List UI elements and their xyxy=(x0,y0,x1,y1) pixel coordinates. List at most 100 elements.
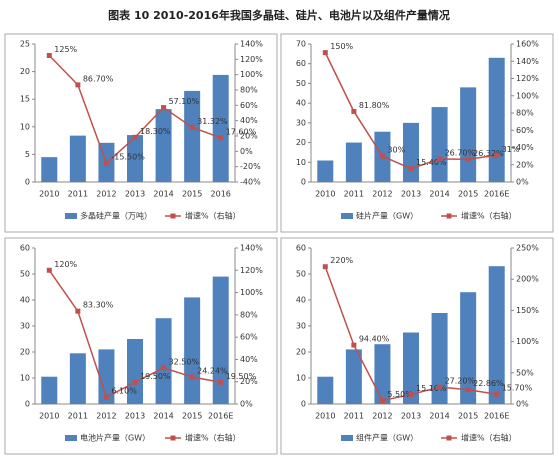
x-tick-label: 2010 xyxy=(39,412,59,421)
data-label: 125% xyxy=(54,45,77,54)
x-tick-label: 2010 xyxy=(315,190,335,199)
y-tick-label: 20 xyxy=(20,348,30,357)
y-tick-label: 40 xyxy=(296,296,306,305)
y-tick-label: 70 xyxy=(296,40,306,49)
data-label: 86.70% xyxy=(83,74,114,83)
line-marker xyxy=(75,82,81,88)
line-marker xyxy=(322,50,328,56)
y-tick-label: 25 xyxy=(20,40,30,49)
y2-tick-label: 20% xyxy=(240,377,258,386)
data-label: 30% xyxy=(387,146,405,155)
data-label: 17.60% xyxy=(226,127,257,136)
x-tick-label: 2014 xyxy=(153,190,173,199)
data-label: 26.32% xyxy=(473,149,504,158)
bar xyxy=(488,57,505,182)
y-tick-label: 20 xyxy=(296,138,306,147)
y2-tick-label: 0% xyxy=(516,400,529,409)
legend-swatch xyxy=(446,435,452,441)
y2-tick-label: 100% xyxy=(516,91,539,100)
y-tick-label: 30 xyxy=(296,322,306,331)
data-label: 81.80% xyxy=(359,101,390,110)
bar xyxy=(374,344,391,404)
line-marker xyxy=(351,108,357,114)
legend-swatch xyxy=(170,213,176,219)
line-marker xyxy=(379,153,385,159)
line-marker xyxy=(408,392,414,398)
data-label: 27.20% xyxy=(445,377,476,386)
legend-label: 增速%（右轴） xyxy=(461,433,517,443)
data-label: 26.70% xyxy=(445,148,476,157)
line-marker xyxy=(322,264,328,270)
bar xyxy=(184,297,201,404)
line-marker xyxy=(132,134,138,140)
line-marker xyxy=(218,135,224,141)
y2-tick-label: 60% xyxy=(516,126,534,135)
data-label: 83.30% xyxy=(83,301,114,310)
line-marker xyxy=(103,160,109,166)
x-tick-label: 2012 xyxy=(96,190,116,199)
y-tick-label: 10 xyxy=(296,374,306,383)
y2-tick-label: 50% xyxy=(516,368,534,377)
legend-label: 硅片产量（GW） xyxy=(356,211,418,221)
x-tick-label: 2013 xyxy=(401,412,421,421)
bar xyxy=(41,157,58,182)
data-label: 19.50% xyxy=(140,372,171,381)
y-tick-label: 0 xyxy=(25,400,30,409)
bar xyxy=(127,135,143,182)
y-tick-label: 50 xyxy=(296,79,306,88)
bar xyxy=(403,122,419,182)
y-tick-label: 0 xyxy=(25,178,30,187)
legend-label: 增速%（右轴） xyxy=(185,433,241,443)
legend-swatch xyxy=(65,213,77,219)
y2-tick-label: 140% xyxy=(240,40,263,49)
data-label: 220% xyxy=(330,256,353,265)
line-marker xyxy=(408,166,414,172)
legend-label: 增速%（右轴） xyxy=(461,211,517,221)
data-label: 57.10% xyxy=(169,97,200,106)
data-label: 18.30% xyxy=(140,127,171,136)
x-tick-label: 2014 xyxy=(153,412,173,421)
y-tick-label: 60 xyxy=(20,244,30,253)
y2-tick-label: 140% xyxy=(240,244,263,253)
line-marker xyxy=(437,384,443,390)
line-marker xyxy=(161,365,167,371)
bar xyxy=(212,276,229,404)
bar xyxy=(69,135,86,182)
x-tick-label: 2012 xyxy=(372,190,392,199)
x-tick-label: 2011 xyxy=(68,190,88,199)
x-tick-label: 2013 xyxy=(125,190,145,199)
panel xyxy=(4,33,278,233)
y2-tick-label: 0% xyxy=(240,400,253,409)
legend-swatch xyxy=(170,435,176,441)
y-tick-label: 50 xyxy=(296,270,306,279)
data-label: -15.50% xyxy=(111,153,145,162)
line-marker xyxy=(218,379,224,385)
bar xyxy=(69,353,86,404)
y2-tick-label: 100% xyxy=(240,288,263,297)
y2-tick-label: 250% xyxy=(516,244,539,253)
y-tick-label: 15 xyxy=(20,95,30,104)
y2-tick-label: 80% xyxy=(240,310,258,319)
line-marker xyxy=(189,374,195,380)
x-tick-label: 2015 xyxy=(458,412,478,421)
x-tick-label: 2016 xyxy=(211,190,231,199)
bar xyxy=(155,109,172,182)
legend-swatch xyxy=(446,213,452,219)
y-tick-label: 40 xyxy=(296,99,306,108)
bar xyxy=(98,349,115,404)
line-marker xyxy=(494,391,500,397)
x-tick-label: 2012 xyxy=(96,412,116,421)
data-label: 6.10% xyxy=(111,387,137,396)
x-tick-label: 2016E xyxy=(208,412,233,421)
data-label: 24.24% xyxy=(197,366,228,375)
bar xyxy=(212,74,229,182)
x-tick-label: 2015 xyxy=(182,190,202,199)
x-tick-label: 2015 xyxy=(458,190,478,199)
line-marker xyxy=(46,267,52,273)
x-tick-label: 2011 xyxy=(344,412,364,421)
line-marker xyxy=(379,398,385,404)
y-tick-label: 30 xyxy=(296,118,306,127)
line-marker xyxy=(437,156,443,162)
y2-tick-label: 0% xyxy=(240,147,253,156)
x-tick-label: 2011 xyxy=(68,412,88,421)
